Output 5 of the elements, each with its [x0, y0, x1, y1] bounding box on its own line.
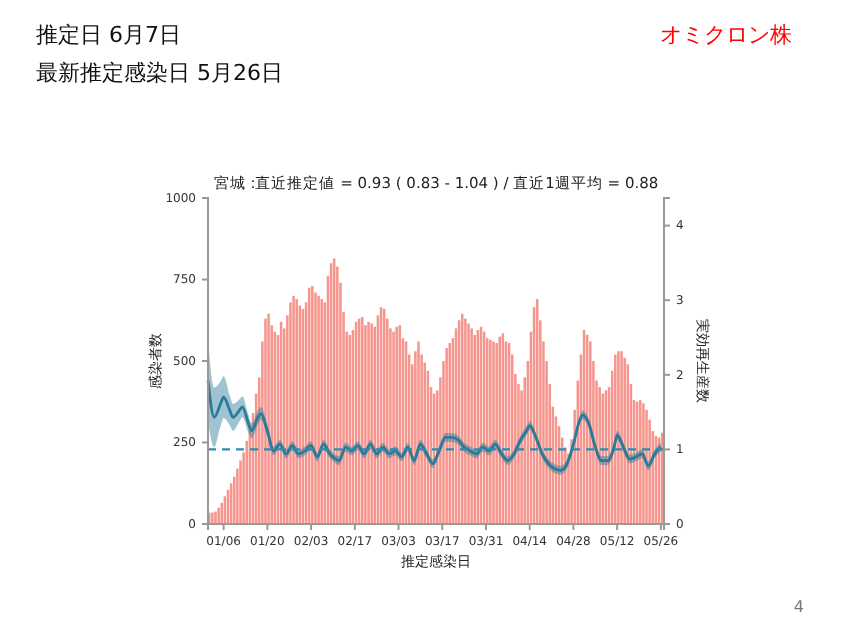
text: オミクロン株 — [660, 22, 792, 48]
line-series — [206, 379, 663, 472]
text: 推定日 6月7日 — [36, 22, 181, 48]
text: 最新推定感染日 5月26日 — [36, 60, 283, 86]
text: 4 — [793, 598, 804, 616]
